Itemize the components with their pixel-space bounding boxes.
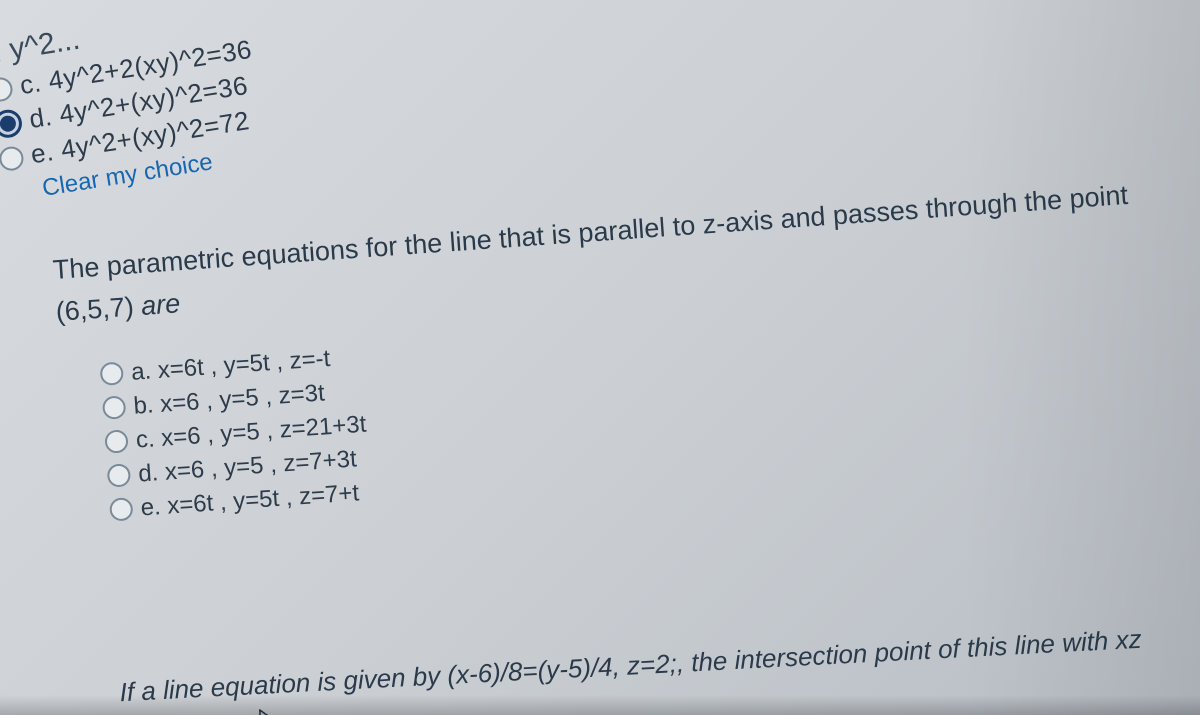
cursor-icon xyxy=(258,708,280,715)
quiz-page: b. y^2... c. 4y^2+2(xy)^2=36 d. 4y^2+(xy… xyxy=(0,0,1200,715)
main-question-options: a. x=6t , y=5t , z=-t b. x=6 , y=5 , z=3… xyxy=(99,284,1200,524)
previous-question-block: b. y^2... c. 4y^2+2(xy)^2=36 d. 4y^2+(xy… xyxy=(0,0,600,209)
radio-icon[interactable] xyxy=(107,463,132,488)
radio-icon[interactable] xyxy=(0,75,14,102)
prompt-italic-word: are xyxy=(140,288,181,321)
radio-icon[interactable] xyxy=(0,144,25,171)
radio-selected-icon[interactable] xyxy=(0,107,24,139)
main-question-block: The parametric equations for the line th… xyxy=(51,171,1200,534)
next-question-prompt: If a line equation is given by (x-6)/8=(… xyxy=(119,616,1200,715)
next-question-block: If a line equation is given by (x-6)/8=(… xyxy=(119,616,1200,715)
radio-icon[interactable] xyxy=(109,497,134,522)
radio-icon[interactable] xyxy=(104,429,129,454)
next-prompt-text: If a line equation is given by (x-6)/8=(… xyxy=(119,624,1142,715)
radio-icon[interactable] xyxy=(100,362,125,387)
radio-icon[interactable] xyxy=(102,396,127,421)
